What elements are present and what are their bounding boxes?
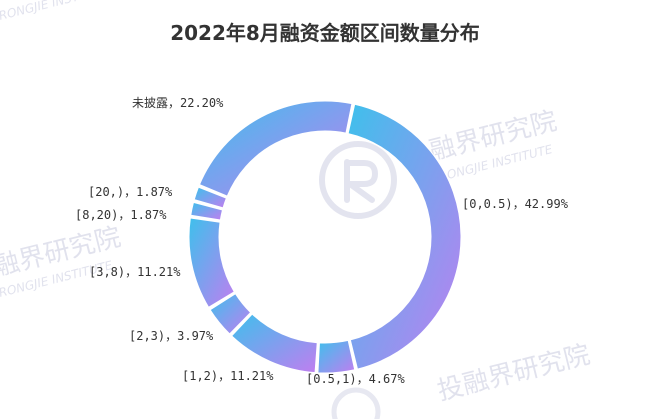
slice-label: 未披露，22.20% bbox=[132, 96, 224, 110]
donut-slice bbox=[188, 217, 235, 309]
donut-slices bbox=[188, 100, 462, 374]
slice-labels: [0,0.5)，42.99% [0.5,1)，4.67% [1,2)，11.21% [… bbox=[75, 96, 569, 386]
watermark-logo bbox=[319, 141, 397, 219]
donut-slice bbox=[347, 103, 462, 370]
slice-label: [8,20)，1.87% bbox=[75, 208, 167, 222]
slice-label: [20,)，1.87% bbox=[88, 185, 173, 199]
watermark-text-bottom: 投融界研究院 bbox=[434, 340, 593, 407]
slice-label: [2,3)，3.97% bbox=[129, 329, 214, 343]
watermark-logo-bottom bbox=[331, 387, 381, 419]
slice-label: [3,8)，11.21% bbox=[89, 265, 181, 279]
donut-slice bbox=[209, 293, 252, 335]
chart-title: 2022年8月融资金额区间数量分布 bbox=[170, 21, 480, 45]
slice-label: [1,2)，11.21% bbox=[182, 369, 274, 383]
watermark-sub-top: RONGJIE INSTITUTE bbox=[0, 0, 114, 23]
donut-slice bbox=[230, 313, 318, 374]
slice-label: [0,0.5)，42.99% bbox=[462, 197, 569, 211]
donut-slice bbox=[198, 100, 353, 197]
slice-label: [0.5,1)，4.67% bbox=[306, 372, 405, 386]
donut-slice bbox=[317, 339, 356, 374]
donut-slice bbox=[190, 201, 224, 221]
donut-slice bbox=[193, 186, 228, 209]
